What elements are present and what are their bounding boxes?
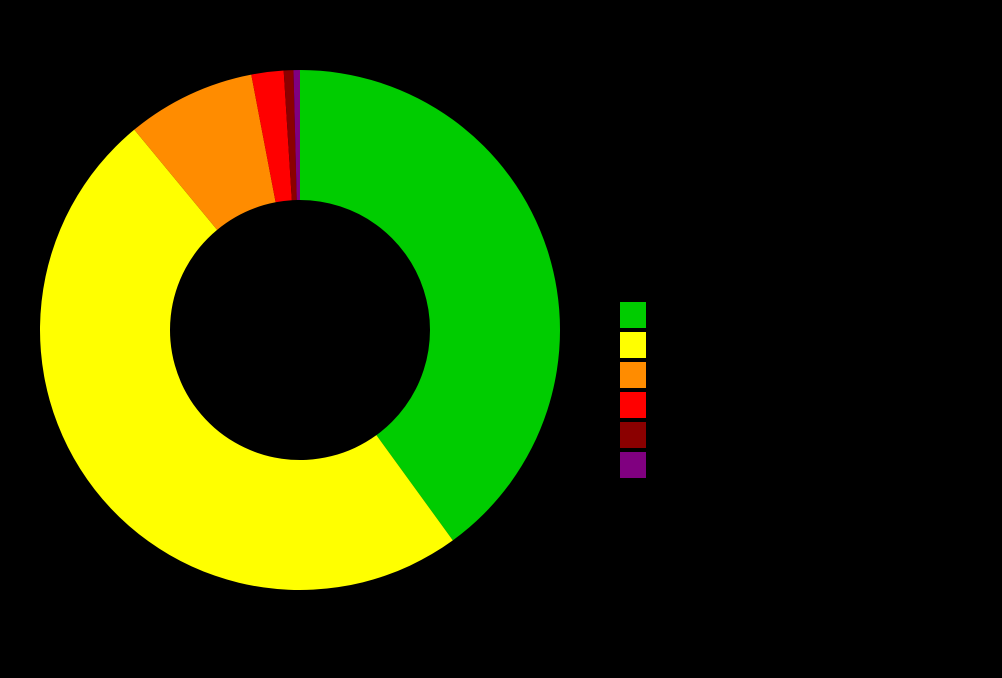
legend-swatch [620, 452, 646, 478]
legend-label: D [656, 397, 666, 413]
legend-label: A [656, 307, 665, 323]
legend-swatch [620, 392, 646, 418]
legend-item: A [620, 300, 666, 330]
legend-swatch [620, 362, 646, 388]
legend-item: D [620, 390, 666, 420]
legend-swatch [620, 332, 646, 358]
legend-item: F [620, 450, 666, 480]
legend-swatch [620, 302, 646, 328]
donut-chart [0, 0, 1002, 678]
legend-item: E [620, 420, 666, 450]
legend-label: B [656, 337, 665, 353]
legend-label: C [656, 367, 666, 383]
legend-label: F [656, 457, 665, 473]
chart-container: ABCDEF [0, 0, 1002, 678]
legend-item: C [620, 360, 666, 390]
legend-swatch [620, 422, 646, 448]
legend-label: E [656, 427, 665, 443]
legend-item: B [620, 330, 666, 360]
chart-legend: ABCDEF [620, 300, 666, 480]
